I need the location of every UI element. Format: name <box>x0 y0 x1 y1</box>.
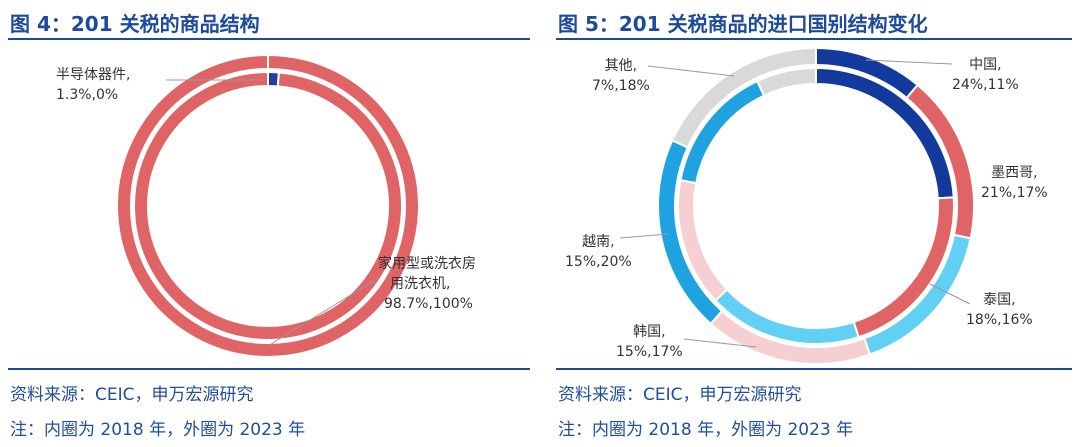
title-divider <box>8 38 530 40</box>
label-vietnam-value: 15%,20% <box>565 254 632 270</box>
leader-lines <box>619 59 971 348</box>
label-vietnam: 越南, 15%,20% <box>565 232 632 272</box>
label-other: 其他, 7%,18% <box>592 56 650 96</box>
ring-note: 注：内圈为 2018 年，外圈为 2023 年 <box>558 420 854 440</box>
footer-divider <box>8 368 530 370</box>
leader-line-thailand <box>929 283 971 305</box>
label-washer: 家用型或洗衣房 用洗衣机, 98.7%,100% <box>378 254 476 314</box>
label-korea-name: 韩国, <box>633 324 666 340</box>
figure-4-title: 图 4：201 关税的商品结构 <box>10 12 260 36</box>
label-semiconductor-name: 半导体器件, <box>56 67 131 83</box>
label-thailand-value: 18%,16% <box>966 312 1033 328</box>
figure-5-title: 图 5：201 关税商品的进口国别结构变化 <box>558 12 928 36</box>
inner-ring-2018 <box>133 70 403 341</box>
label-china-value: 24%,11% <box>952 77 1019 93</box>
source-note: 资料来源：CEIC，申万宏源研究 <box>10 385 254 405</box>
label-washer-value: 98.7%,100% <box>384 296 473 312</box>
source-note: 资料来源：CEIC，申万宏源研究 <box>558 385 802 405</box>
label-mexico-value: 21%,17% <box>981 185 1048 201</box>
inner-ring-slice-其他 <box>755 66 817 97</box>
label-korea-value: 15%,17% <box>616 344 683 360</box>
label-semiconductor-value: 1.3%,0% <box>56 87 119 103</box>
outer-ring-slice-家用型或洗衣房用洗衣机 <box>116 53 420 358</box>
label-other-value: 7%,18% <box>592 78 650 94</box>
label-china: 中国, 24%,11% <box>952 55 1019 95</box>
label-vietnam-name: 越南, <box>582 234 615 250</box>
figure-5-donut-chart <box>619 46 975 365</box>
ring-note: 注：内圈为 2018 年，外圈为 2023 年 <box>10 420 306 440</box>
leader-line-korea <box>683 338 757 348</box>
leader-lines <box>166 79 379 347</box>
label-other-name: 其他, <box>604 58 638 74</box>
label-thailand-name: 泰国, <box>983 292 1016 308</box>
inner-ring-slice-家用型或洗衣房用洗衣机 <box>133 70 403 341</box>
leader-line-other <box>647 65 735 77</box>
label-washer-name-line2: 用洗衣机, <box>390 276 451 292</box>
label-korea: 韩国, 15%,17% <box>616 322 683 362</box>
figure-4-panel: 图 4：201 关税的商品结构 半导体器件, 1.3%,0% 家用型或洗衣房 用… <box>0 0 538 447</box>
leader-line-washer <box>267 277 379 347</box>
label-china-name: 中国, <box>969 57 1002 73</box>
outer-ring-2023 <box>116 53 420 358</box>
figure-4-donut-chart <box>116 53 420 358</box>
label-semiconductor: 半导体器件, 1.3%,0% <box>56 65 130 105</box>
label-thailand: 泰国, 18%,16% <box>966 290 1033 330</box>
footer-divider <box>556 368 1072 370</box>
outer-ring-2023 <box>657 46 975 365</box>
label-mexico-name: 墨西哥, <box>991 165 1038 181</box>
leader-line-china <box>865 59 953 65</box>
label-washer-name-line1: 家用型或洗衣房 <box>378 256 476 272</box>
title-divider <box>556 38 1072 40</box>
inner-ring-slice-中国 <box>815 66 955 200</box>
leader-line-vietnam <box>619 233 669 239</box>
figure-5-panel: 图 5：201 关税商品的进口国别结构变化 中国, 24%,11% 墨西哥, 2… <box>548 0 1080 447</box>
outer-ring-slice-其他 <box>670 46 817 149</box>
label-mexico: 墨西哥, 21%,17% <box>981 163 1048 203</box>
inner-ring-2018 <box>677 66 955 345</box>
